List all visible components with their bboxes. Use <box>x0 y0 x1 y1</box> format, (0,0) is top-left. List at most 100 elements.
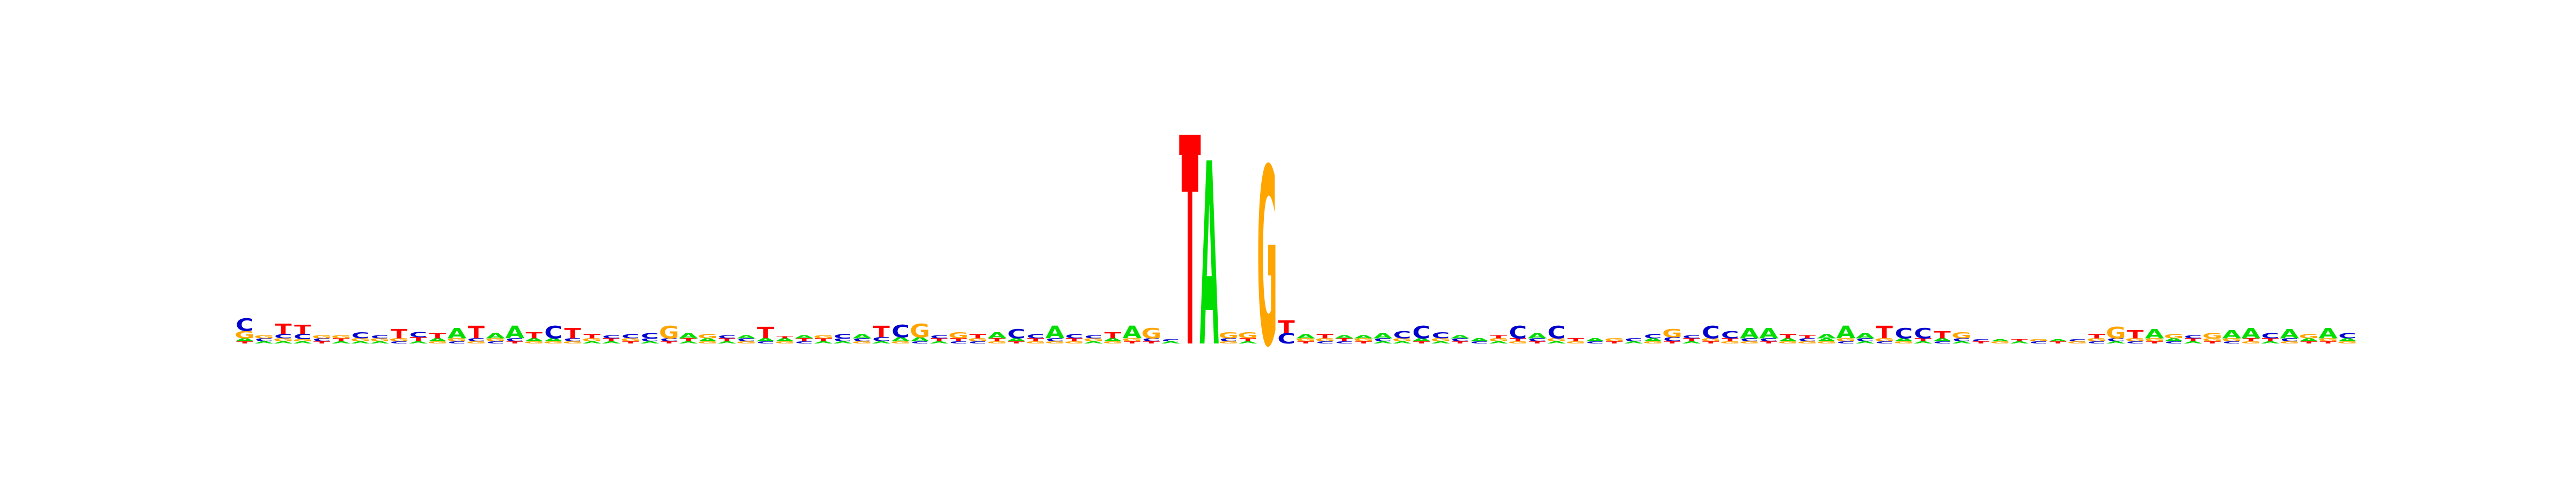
logo-letter-A: A <box>351 341 371 344</box>
logo-column: TCG <box>312 334 332 345</box>
logo-column: AC <box>1161 339 1181 344</box>
logo-letter-T: T <box>1278 317 1294 337</box>
logo-column: GAG <box>698 333 718 344</box>
logo-letter-A: A <box>2260 341 2280 344</box>
logo-column: GAT <box>775 335 795 344</box>
logo-letter-C: C <box>1046 338 1064 342</box>
logo-letter-T: T <box>429 332 446 340</box>
logo-letter-A: A <box>2338 338 2357 342</box>
logo-letter-G: G <box>1951 331 1972 341</box>
logo-letter-A: A <box>1779 338 1798 342</box>
logo-column: ATC <box>2260 332 2280 344</box>
logo-letter-T: T <box>1606 341 1623 344</box>
logo-letter-G: G <box>1296 338 1316 342</box>
logo-letter-A: A <box>679 341 699 344</box>
logo-letter-G: G <box>2318 338 2338 342</box>
logo-letter-A: A <box>2318 325 2338 341</box>
logo-column: CG <box>2029 339 2049 344</box>
logo-column: TC <box>1972 339 1990 344</box>
logo-column: CA <box>1470 338 1489 345</box>
logo-letter-G: G <box>1701 338 1721 342</box>
logo-letter-A: A <box>737 334 756 339</box>
logo-letter-C: C <box>313 338 331 342</box>
logo-letter-G: G <box>852 341 872 344</box>
logo-letter-C: C <box>1972 339 1990 342</box>
logo-letter-A: A <box>833 341 853 344</box>
logo-letter-G: G <box>1103 341 1123 344</box>
logo-column: CGT <box>2087 333 2107 344</box>
logo-column: GCG <box>1218 331 1239 345</box>
logo-letter-T: T <box>1934 329 1951 341</box>
logo-letter-A: A <box>1913 341 1933 344</box>
logo-letter-G: G <box>1141 325 1162 341</box>
logo-column: GAT <box>1778 333 1798 344</box>
logo-letter-T: T <box>1915 338 1932 342</box>
logo-column: TGC <box>1701 323 1721 344</box>
logo-letter-A: A <box>2184 341 2204 344</box>
logo-letter-C: C <box>1894 325 1913 341</box>
logo-letter-T: T <box>603 338 620 342</box>
logo-letter-A: A <box>640 341 660 344</box>
logo-letter-C: C <box>660 338 678 342</box>
logo-letter-A: A <box>409 341 429 344</box>
logo-column: TCG <box>1662 327 1682 344</box>
logo-letter-C: C <box>737 338 756 342</box>
logo-letter-T: T <box>661 341 678 344</box>
logo-letter-C: C <box>2107 338 2125 342</box>
logo-letter-C: C <box>1740 338 1759 342</box>
logo-letter-G: G <box>1122 338 1143 342</box>
logo-column: TGA <box>1122 323 1143 344</box>
logo-column: AGT <box>582 333 602 344</box>
logo-letter-A: A <box>1817 338 1836 342</box>
logo-column: CAG <box>910 320 930 344</box>
logo-letter-A: A <box>1296 333 1315 340</box>
logo-column: GCT <box>562 325 583 344</box>
logo-marker <box>1179 135 1201 155</box>
logo-letter-G: G <box>466 341 486 344</box>
logo-letter-T: T <box>1568 338 1585 342</box>
logo-column: AGC <box>1084 334 1104 345</box>
logo-letter-A: A <box>1451 334 1470 339</box>
logo-letter-G: G <box>312 334 332 339</box>
logo-column: AT <box>2010 339 2030 344</box>
logo-column: CTG <box>948 331 969 345</box>
logo-letter-G: G <box>698 341 718 344</box>
logo-letter-C: C <box>1721 329 1739 341</box>
logo-letter-A: A <box>1393 341 1413 344</box>
logo-letter-A: A <box>486 332 505 340</box>
logo-letter-C: C <box>1277 330 1296 347</box>
logo-letter-G: G <box>1315 338 1335 342</box>
logo-letter-T: T <box>2204 341 2221 344</box>
logo-letter-C: C <box>1143 338 1161 342</box>
logo-column: ACG <box>2106 324 2126 345</box>
logo-letter-C: C <box>1682 334 1701 339</box>
logo-letter-G: G <box>1238 331 1258 341</box>
logo-column: GCA <box>1739 325 1760 344</box>
logo-letter-T: T <box>2050 341 2067 344</box>
logo-letter-G: G <box>813 334 833 339</box>
logo-letter-C: C <box>949 341 968 344</box>
logo-letter-T: T <box>410 336 427 343</box>
logo-letter-C: C <box>930 334 948 339</box>
logo-letter-A: A <box>602 341 621 344</box>
logo-letter-A: A <box>930 341 949 344</box>
logo-letter-C: C <box>2030 341 2048 344</box>
logo-letter-T: T <box>1490 334 1507 339</box>
logo-letter-A: A <box>795 334 814 339</box>
logo-column: GAT <box>1103 331 1123 345</box>
logo-column: ATC <box>718 334 737 345</box>
logo-letter-A: A <box>679 332 698 340</box>
logo-letter-C: C <box>1644 333 1662 340</box>
logo-letter-C: C <box>1470 341 1489 344</box>
logo-column: TAC <box>1007 326 1026 344</box>
logo-letter-C: C <box>2068 339 2087 342</box>
logo-column: ATC <box>930 334 949 345</box>
logo-letter-G: G <box>890 341 911 344</box>
logo-letter-A: A <box>1759 325 1779 341</box>
logo-letter-C: C <box>1914 325 1932 341</box>
logo-letter-A: A <box>1856 332 1875 340</box>
logo-letter-G: G <box>698 333 718 340</box>
logo-column: GCT <box>466 323 486 344</box>
logo-letter-C: C <box>2165 341 2183 344</box>
logo-letter-A: A <box>1836 323 1856 342</box>
